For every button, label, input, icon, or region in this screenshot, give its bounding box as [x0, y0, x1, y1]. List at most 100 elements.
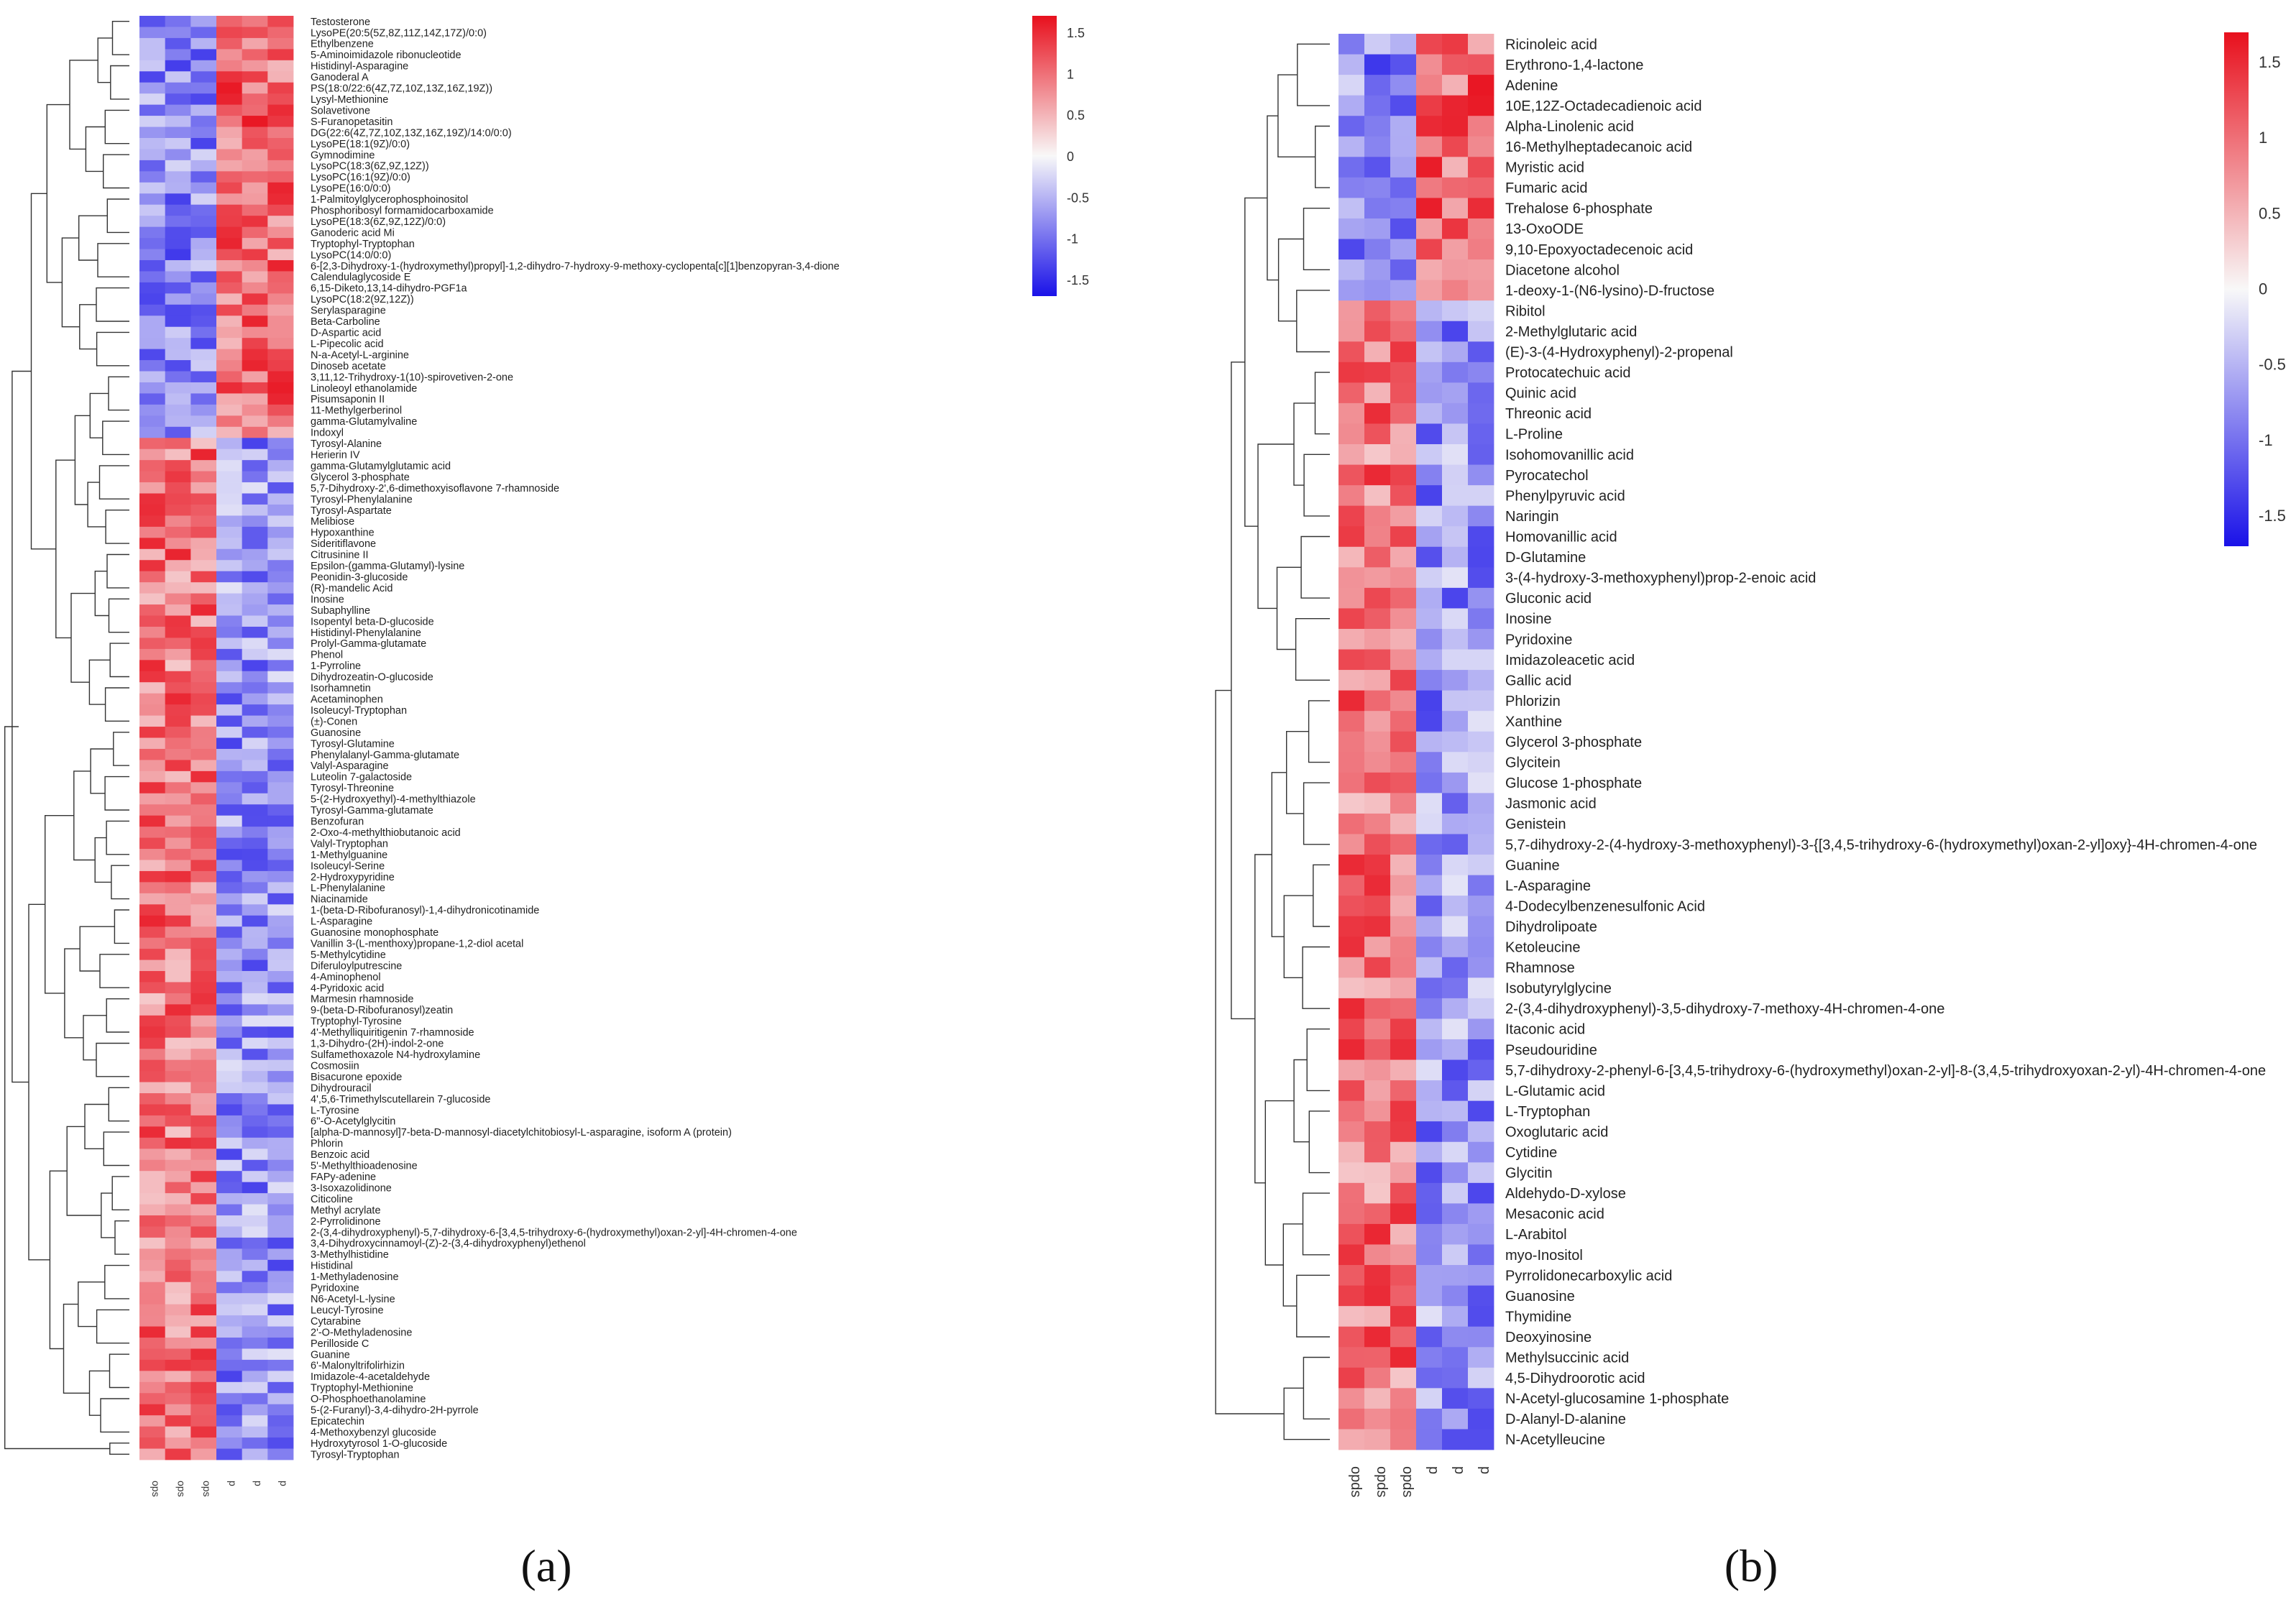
- heatmap-cell: [139, 526, 166, 538]
- heatmap-cell: [1442, 1326, 1469, 1348]
- heatmap-cell: [216, 338, 243, 350]
- heatmap-cell: [190, 1326, 217, 1338]
- heatmap-cell: [216, 593, 243, 605]
- heatmap-cell: [216, 760, 243, 772]
- heatmap-cell: [216, 638, 243, 650]
- heatmap-cell: [1442, 464, 1469, 486]
- heatmap-cell: [165, 1182, 191, 1194]
- heatmap-cell: [1364, 1326, 1391, 1348]
- heatmap-cell: [165, 1215, 191, 1227]
- heatmap-cell: [1390, 1121, 1417, 1143]
- heatmap-cell: [165, 49, 191, 61]
- heatmap-cell: [190, 1071, 217, 1082]
- heatmap-cell: [139, 971, 166, 983]
- heatmap-cell: [242, 226, 268, 239]
- row-label: Guanine: [1505, 857, 1560, 873]
- heatmap-cell: [242, 360, 268, 372]
- heatmap-cell: [165, 1026, 191, 1039]
- heatmap-cell: [139, 49, 166, 61]
- heatmap-cell: [1442, 136, 1469, 157]
- heatmap-cell: [1442, 362, 1469, 383]
- heatmap-cell: [216, 1293, 243, 1305]
- heatmap-cell: [242, 837, 268, 850]
- heatmap-cell: [216, 1071, 243, 1082]
- heatmap-cell: [1468, 1265, 1494, 1286]
- heatmap-cell: [1338, 567, 1365, 589]
- row-label: (R)-mandelic Acid: [311, 583, 392, 594]
- row-label: 5'-Methylthioadenosine: [311, 1161, 418, 1172]
- heatmap-cell: [1468, 916, 1494, 937]
- heatmap-cell: [139, 682, 166, 694]
- heatmap-cell: [165, 193, 191, 206]
- heatmap-cell: [190, 160, 217, 172]
- heatmap-cell: [267, 82, 294, 94]
- row-label: Mesaconic acid: [1505, 1207, 1604, 1223]
- heatmap-cell: [242, 1348, 268, 1361]
- heatmap-cell: [242, 1315, 268, 1327]
- heatmap-cell: [190, 149, 217, 161]
- heatmap-cell: [1364, 485, 1391, 507]
- heatmap-cell: [1468, 937, 1494, 958]
- heatmap-cell: [139, 1104, 166, 1116]
- heatmap-cell: [1338, 916, 1365, 937]
- heatmap-cell: [1442, 1100, 1469, 1122]
- heatmap-cell: [139, 471, 166, 483]
- heatmap-cell: [216, 904, 243, 916]
- heatmap-cell: [165, 226, 191, 239]
- heatmap-cell: [1416, 690, 1443, 712]
- heatmap-cell: [165, 804, 191, 816]
- heatmap-cell: [267, 893, 294, 905]
- row-label: 13-OxoODE: [1505, 221, 1584, 237]
- heatmap-cell: [216, 1259, 243, 1271]
- heatmap-cell: [1416, 1388, 1443, 1409]
- heatmap-cell: [1442, 1306, 1469, 1328]
- heatmap-cell: [165, 216, 191, 228]
- heatmap-cell: [1338, 998, 1365, 1019]
- heatmap-cell: [139, 426, 166, 438]
- heatmap-cell: [190, 671, 217, 683]
- heatmap-cell: [1338, 136, 1365, 157]
- heatmap-cell: [267, 860, 294, 872]
- heatmap-cell: [267, 1071, 294, 1082]
- heatmap-cell: [216, 1115, 243, 1127]
- heatmap-cell: [139, 171, 166, 183]
- column-label: p: [253, 1481, 265, 1486]
- heatmap-cell: [139, 1326, 166, 1338]
- row-label: Perilloside C: [311, 1338, 369, 1350]
- heatmap-cell: [216, 404, 243, 416]
- heatmap-cell: [1468, 711, 1494, 732]
- heatmap-cell: [267, 1426, 294, 1438]
- heatmap-cell: [267, 1193, 294, 1205]
- heatmap-cell: [1338, 1326, 1365, 1348]
- row-label: Lysyl-Methionine: [311, 94, 388, 106]
- heatmap-cell: [1416, 608, 1443, 630]
- heatmap-cell: [1390, 937, 1417, 958]
- heatmap-cell: [216, 727, 243, 738]
- row-label: 1-Pyrroline: [311, 661, 361, 672]
- row-label: gamma-Glutamylvaline: [311, 416, 417, 428]
- row-label: 4-Methoxybenzyl glucoside: [311, 1427, 436, 1438]
- heatmap-cell: [139, 515, 166, 528]
- heatmap-cell: [1364, 1223, 1391, 1245]
- row-label: Xanthine: [1505, 714, 1562, 730]
- heatmap-cell: [165, 460, 191, 471]
- heatmap-cell: [267, 193, 294, 206]
- heatmap-cell: [139, 137, 166, 149]
- heatmap-cell: [267, 371, 294, 383]
- heatmap-cell: [190, 837, 217, 850]
- row-label: 6-[2,3-Dihydroxy-1-(hydroxymethyl)propyl…: [311, 261, 840, 272]
- heatmap-cell: [1416, 1121, 1443, 1143]
- heatmap-cell: [216, 271, 243, 283]
- heatmap-cell: [216, 1271, 243, 1283]
- heatmap-cell: [190, 1237, 217, 1249]
- row-label: 5-Methylcytidine: [311, 949, 386, 961]
- heatmap-cell: [139, 793, 166, 805]
- heatmap-cell: [1468, 587, 1494, 609]
- heatmap-cell: [1364, 977, 1391, 999]
- row-label: Ganoderic acid Mi: [311, 227, 395, 239]
- heatmap-cell: [216, 782, 243, 794]
- heatmap-panel-a: TestosteroneLysoPE(20:5(5Z,8Z,11Z,14Z,17…: [4, 16, 1089, 1591]
- heatmap-cell: [267, 882, 294, 894]
- heatmap-cell: [1364, 1306, 1391, 1328]
- heatmap-cell: [190, 1015, 217, 1027]
